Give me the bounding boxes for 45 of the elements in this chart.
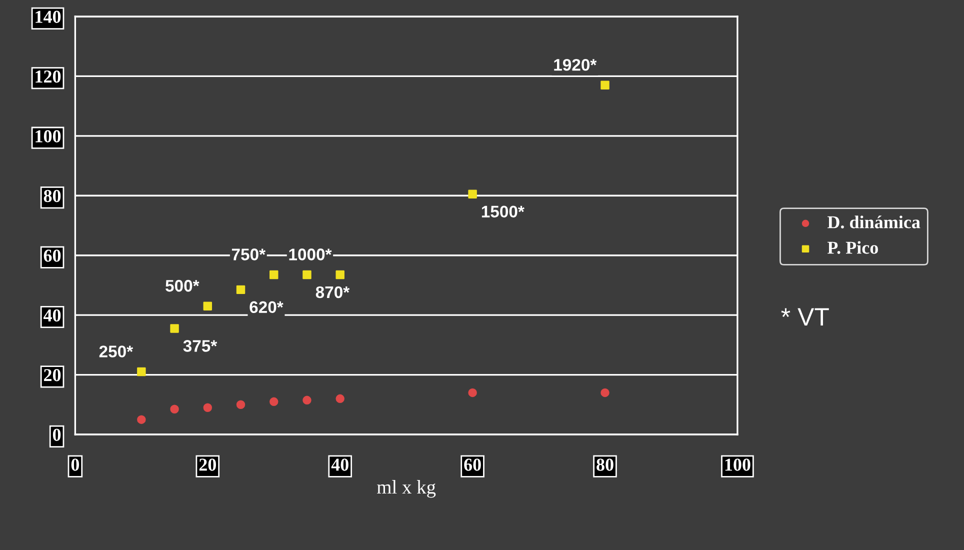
x-tick-label: 100 <box>725 458 750 471</box>
point <box>170 404 179 414</box>
point <box>468 190 477 199</box>
x-axis-title: ml x kg <box>377 480 436 498</box>
annotation: 250* <box>99 346 134 358</box>
y-tick-label: 20 <box>44 369 61 382</box>
point <box>203 302 212 310</box>
point <box>236 285 246 294</box>
point <box>600 80 610 90</box>
x-tick-label: 80 <box>596 458 614 471</box>
point <box>302 396 312 405</box>
x-tick-label: 20 <box>199 458 216 471</box>
annotation: 1920* <box>554 58 597 71</box>
point <box>236 400 246 410</box>
legend-label: D. dinámica <box>827 216 920 228</box>
point <box>170 324 179 333</box>
point <box>137 415 146 424</box>
point <box>600 388 610 398</box>
y-tick-label: 120 <box>36 70 61 83</box>
point <box>336 270 344 280</box>
point <box>468 388 477 398</box>
x-tick-label: 40 <box>331 458 348 471</box>
annotation: 375* <box>183 340 218 352</box>
point <box>302 270 312 280</box>
y-tick-label: 40 <box>43 309 61 322</box>
annotation: 1000* <box>289 248 332 260</box>
y-tick-label: 80 <box>44 190 61 202</box>
y-tick-label: 100 <box>36 130 61 142</box>
annotation: 500* <box>166 280 200 292</box>
text: * VT <box>781 308 829 326</box>
point <box>336 394 344 404</box>
annotation: 620* <box>250 301 284 314</box>
annotation: 1500* <box>482 206 524 218</box>
legend-label: P. Pico <box>827 241 878 254</box>
y-tick-label: 0 <box>52 428 61 441</box>
y-tick-label: 60 <box>44 250 61 262</box>
annotation: 750* <box>232 248 266 260</box>
point <box>203 403 212 412</box>
x-tick-label: 0 <box>71 458 80 471</box>
annotation: 870* <box>316 286 350 298</box>
point <box>137 367 146 376</box>
y-tick-label: 140 <box>36 10 61 23</box>
point <box>270 397 278 406</box>
point <box>270 270 278 280</box>
x-tick-label: 60 <box>464 458 481 471</box>
